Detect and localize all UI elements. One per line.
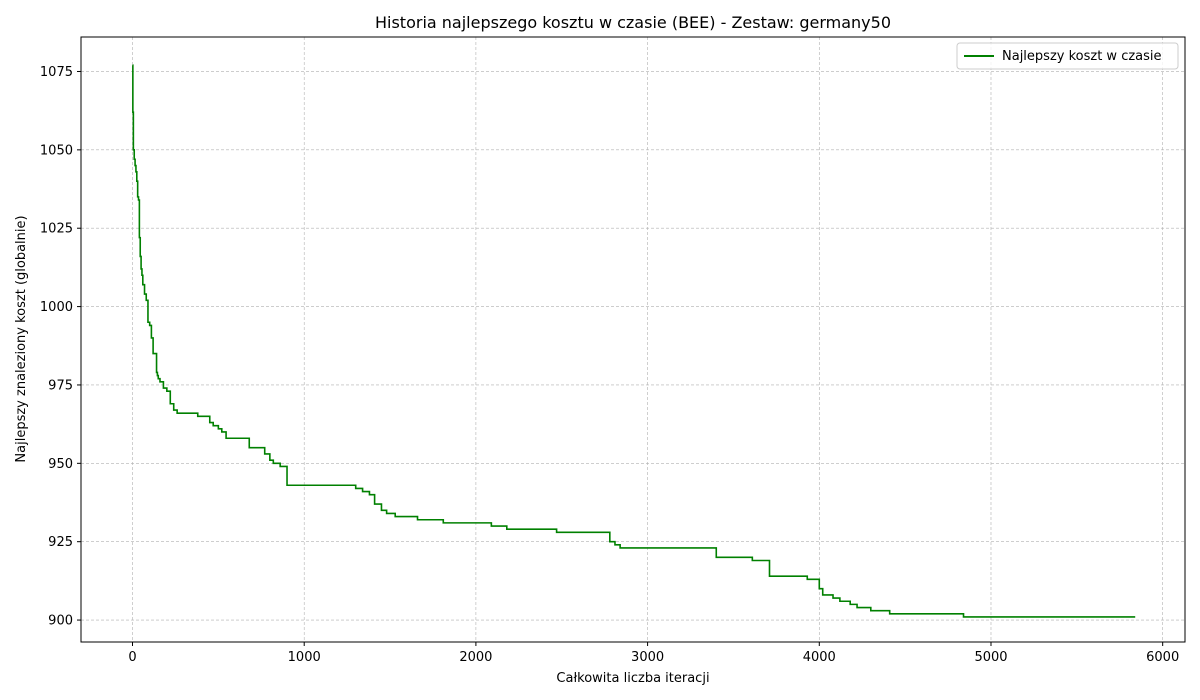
x-tick-label: 0 bbox=[128, 650, 136, 665]
y-tick-label: 1025 bbox=[40, 222, 73, 237]
grid bbox=[81, 37, 1185, 642]
chart-title: Historia najlepszego kosztu w czasie (BE… bbox=[375, 13, 891, 32]
x-tick-label: 1000 bbox=[288, 650, 321, 665]
legend-box bbox=[956, 42, 1179, 70]
y-tick-label: 1050 bbox=[40, 143, 73, 158]
y-axis-label: Najlepszy znaleziony koszt (globalnie) bbox=[14, 215, 29, 462]
y-tick-label: 975 bbox=[48, 378, 73, 393]
x-tick-label: 3000 bbox=[631, 650, 664, 665]
y-tick-label: 1075 bbox=[40, 65, 73, 80]
axis-ticks: 0 1000 2000 3000 4000 5000 6000 900 925 950 975 100… bbox=[40, 65, 1179, 665]
y-tick-label: 950 bbox=[48, 457, 73, 472]
legend: Najlepszy koszt w czasie bbox=[956, 42, 1179, 70]
y-tick-label: 925 bbox=[48, 535, 73, 550]
x-tick-label: 4000 bbox=[803, 650, 836, 665]
series-layer bbox=[132, 64, 1136, 618]
plot-frame bbox=[80, 36, 1186, 643]
x-tick-label: 2000 bbox=[459, 650, 492, 665]
x-tick-label: 6000 bbox=[1146, 650, 1179, 665]
x-tick-label: 5000 bbox=[974, 650, 1007, 665]
y-tick-label: 900 bbox=[48, 614, 73, 629]
legend-label: Najlepszy koszt w czasie bbox=[1002, 49, 1162, 64]
series-line bbox=[132, 64, 1136, 618]
y-tick-label: 1000 bbox=[40, 300, 73, 315]
x-axis-label: Całkowita liczba iteracji bbox=[556, 671, 709, 686]
